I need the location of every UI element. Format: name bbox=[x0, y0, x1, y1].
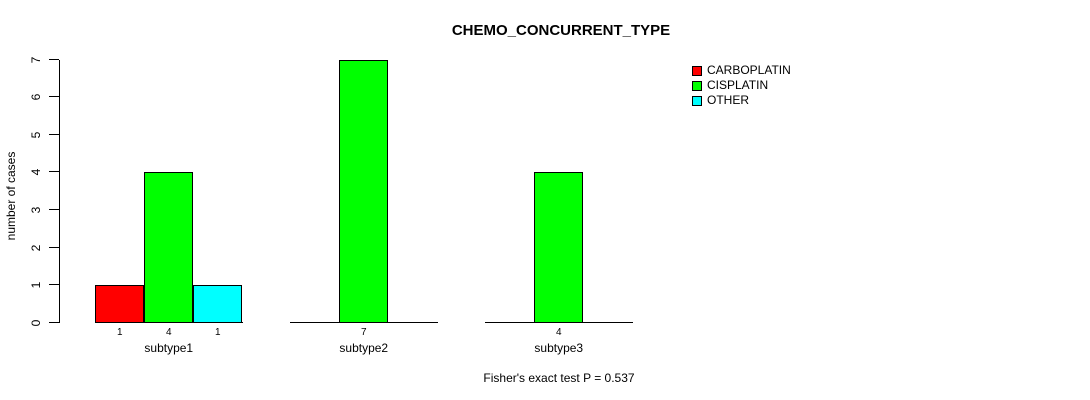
bar-value-label: 1 bbox=[116, 327, 123, 338]
x-category-label: subtype3 bbox=[534, 341, 584, 355]
bar-carboplatin-subtype1 bbox=[95, 285, 145, 323]
legend-swatch-cisplatin bbox=[692, 80, 702, 91]
x-category-label: subtype2 bbox=[339, 341, 389, 355]
y-tick-label: 5 bbox=[29, 131, 43, 139]
legend-label: CARBOPLATIN bbox=[707, 63, 791, 77]
legend-label: OTHER bbox=[707, 93, 749, 107]
y-tick-mark bbox=[49, 246, 59, 248]
y-tick-label: 1 bbox=[29, 282, 43, 289]
y-tick-label: 6 bbox=[29, 93, 43, 101]
chart-title: CHEMO_CONCURRENT_TYPE bbox=[451, 22, 671, 39]
legend-item: CARBOPLATIN bbox=[692, 63, 791, 78]
legend-item: OTHER bbox=[692, 93, 791, 108]
y-tick-label: 3 bbox=[29, 206, 43, 214]
bar-cisplatin-subtype2 bbox=[339, 59, 389, 323]
bar-cisplatin-subtype3 bbox=[534, 172, 584, 323]
bar-value-label: 4 bbox=[165, 327, 172, 338]
bar-other-subtype1 bbox=[193, 285, 243, 323]
y-tick-mark bbox=[49, 171, 59, 173]
bar-value-label: 4 bbox=[555, 327, 562, 338]
y-tick-mark bbox=[49, 58, 59, 60]
y-tick-mark bbox=[49, 209, 59, 211]
bar-value-label: 7 bbox=[360, 327, 367, 338]
legend-swatch-carboplatin bbox=[692, 65, 702, 76]
bar-cisplatin-subtype1 bbox=[144, 172, 194, 323]
legend: CARBOPLATIN CISPLATIN OTHER bbox=[692, 63, 791, 108]
annotation-text: Fisher's exact test P = 0.537 bbox=[483, 371, 635, 385]
legend-swatch-other bbox=[692, 95, 702, 106]
y-tick-mark bbox=[49, 133, 59, 135]
bar-value-label: 1 bbox=[214, 327, 221, 338]
y-tick-label: 0 bbox=[29, 319, 43, 327]
legend-item: CISPLATIN bbox=[692, 78, 791, 93]
y-tick-mark bbox=[49, 322, 59, 323]
x-category-label: subtype1 bbox=[144, 341, 194, 355]
legend-label: CISPLATIN bbox=[707, 78, 769, 92]
y-tick-mark bbox=[49, 96, 59, 98]
y-axis-line bbox=[59, 59, 60, 323]
y-tick-label: 2 bbox=[29, 244, 43, 252]
y-tick-label: 7 bbox=[29, 56, 43, 63]
y-axis-title: number of cases bbox=[4, 151, 18, 241]
y-tick-label: 4 bbox=[29, 169, 43, 176]
y-tick-mark bbox=[49, 284, 59, 286]
